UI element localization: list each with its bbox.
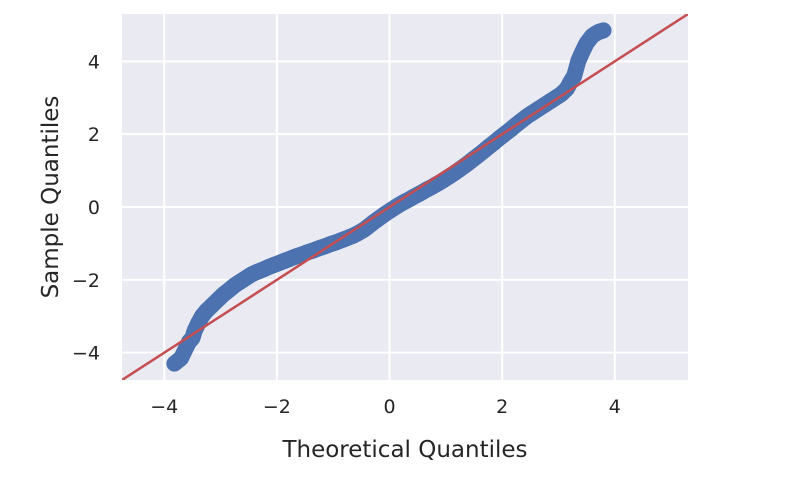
- y-tick-label: 4: [88, 51, 100, 73]
- y-tick-label: −2: [72, 270, 100, 292]
- x-axis-title: Theoretical Quantiles: [281, 437, 527, 463]
- sample-point: [595, 22, 612, 39]
- y-axis-title: Sample Quantiles: [38, 96, 64, 299]
- y-tick-label: −4: [72, 343, 100, 365]
- y-tick-labels: −4 −2 0 2 4: [72, 51, 100, 364]
- x-tick-label: 4: [609, 396, 621, 418]
- sample-points: [166, 22, 612, 372]
- x-tick-label: −2: [263, 396, 291, 418]
- grid-lines: [122, 14, 688, 380]
- y-tick-label: 0: [88, 197, 100, 219]
- reference-line-layer: [122, 14, 688, 380]
- x-tick-label: 0: [383, 396, 395, 418]
- x-tick-labels: −4 −2 0 2 4: [150, 396, 621, 418]
- reference-line: [122, 14, 688, 380]
- y-tick-label: 2: [88, 124, 100, 146]
- x-tick-label: −4: [150, 396, 178, 418]
- x-tick-label: 2: [496, 396, 508, 418]
